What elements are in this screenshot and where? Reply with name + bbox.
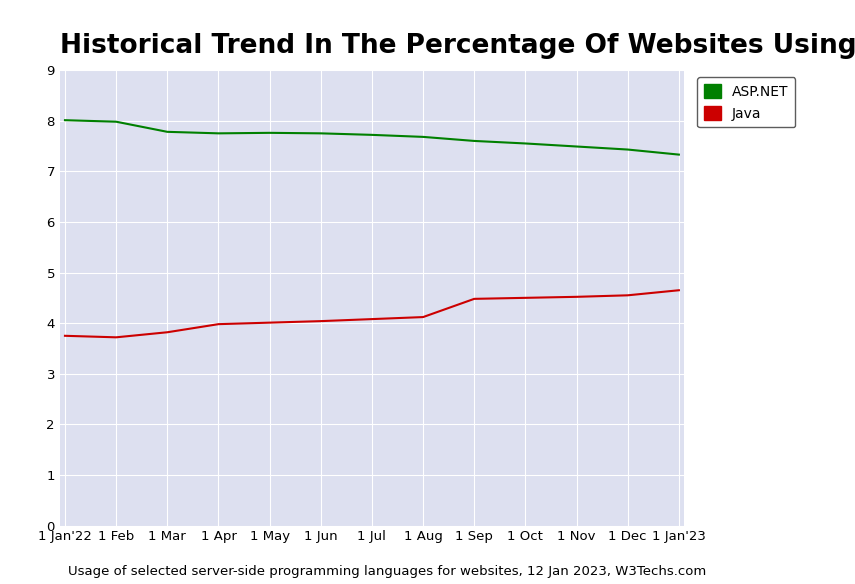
Text: Historical Trend In The Percentage Of Websites Using .Net And Java: Historical Trend In The Percentage Of We… (60, 33, 855, 60)
Text: Usage of selected server-side programming languages for websites, 12 Jan 2023, W: Usage of selected server-side programmin… (68, 565, 706, 578)
Legend: ASP.NET, Java: ASP.NET, Java (697, 77, 795, 127)
